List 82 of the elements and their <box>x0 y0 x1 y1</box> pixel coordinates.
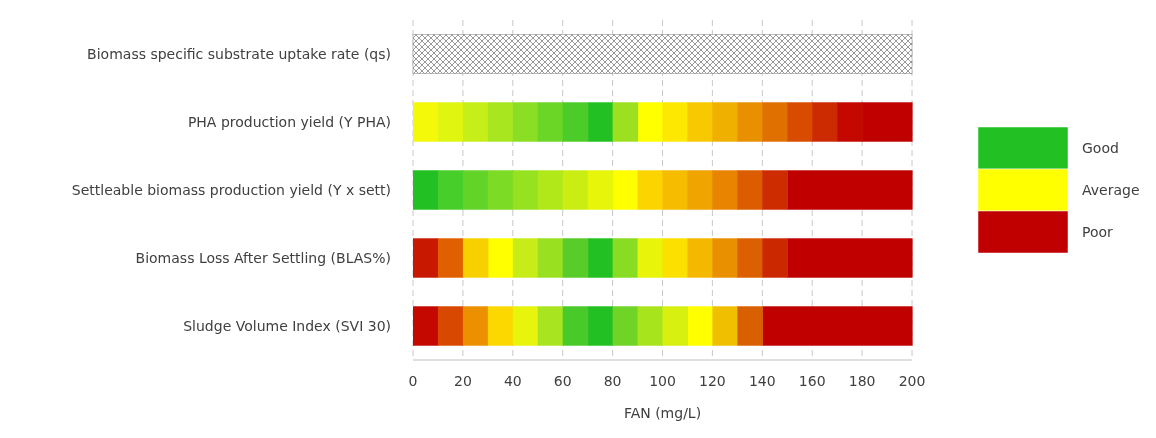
bar <box>462 238 489 278</box>
y-tick-label: Settleable biomass production yield (Y x sett) <box>71 181 391 198</box>
y-tick-label: Biomass specific substrate uptake rate (qs) <box>87 45 391 62</box>
x-tick-label: 80 <box>603 373 622 389</box>
bar <box>662 102 689 142</box>
bar <box>687 306 713 346</box>
bar <box>412 34 913 74</box>
bar <box>537 102 564 142</box>
bar <box>712 306 738 346</box>
x-tick-label: 0 <box>408 373 418 389</box>
bar <box>462 102 489 142</box>
bar <box>662 170 689 210</box>
x-tick-label: 60 <box>553 373 572 389</box>
bar <box>462 306 489 346</box>
bar <box>687 170 713 210</box>
x-tick-label: 160 <box>798 373 826 389</box>
y-tick-label: PHA production yield (Y PHA) <box>187 113 391 130</box>
bar <box>413 238 439 278</box>
bar <box>437 238 464 278</box>
bar <box>587 102 614 142</box>
bar <box>662 238 689 278</box>
bar <box>637 170 664 210</box>
bar <box>787 102 813 142</box>
bar <box>612 306 639 346</box>
text: Good <box>1082 139 1119 156</box>
x-tick-label: 100 <box>649 373 676 389</box>
bar <box>612 102 639 142</box>
bar <box>737 306 763 346</box>
bar <box>762 170 788 210</box>
bar <box>662 306 689 346</box>
bar <box>737 238 763 278</box>
bar <box>437 170 464 210</box>
bar <box>413 102 439 142</box>
x-tick-label: 200 <box>898 373 926 389</box>
bar <box>413 170 439 210</box>
bar <box>762 306 913 346</box>
bar <box>687 102 713 142</box>
y-tick-label: Sludge Volume Index (SVI 30) <box>183 317 391 334</box>
bar <box>812 102 838 142</box>
bar <box>487 238 514 278</box>
bar <box>712 170 738 210</box>
bar <box>612 170 639 210</box>
bar <box>562 238 589 278</box>
x-tick-label: 20 <box>453 373 472 389</box>
bar <box>612 238 639 278</box>
x-tick-label: 180 <box>848 373 876 389</box>
bar <box>487 306 514 346</box>
bar <box>762 102 788 142</box>
bar <box>512 238 539 278</box>
text: Average <box>1082 181 1140 198</box>
bar <box>637 306 664 346</box>
bar <box>437 102 464 142</box>
bar <box>537 170 564 210</box>
bar <box>562 170 589 210</box>
x-tick-label: 40 <box>503 373 522 389</box>
bar <box>587 238 614 278</box>
bar <box>787 170 913 210</box>
bar <box>562 102 589 142</box>
bar <box>587 306 614 346</box>
x-axis-title: FAN (mg/L) <box>623 405 702 421</box>
x-tick-label: 140 <box>748 373 776 389</box>
bar <box>712 102 738 142</box>
bar <box>787 238 913 278</box>
bar <box>512 102 539 142</box>
bar <box>762 238 788 278</box>
x-tick-label: 120 <box>699 373 726 389</box>
bar <box>637 102 664 142</box>
bar <box>637 238 664 278</box>
bar <box>537 238 564 278</box>
bar <box>462 170 489 210</box>
bar <box>512 306 539 346</box>
text: Poor <box>1082 223 1114 240</box>
bar <box>687 238 713 278</box>
bar <box>437 306 464 346</box>
bar <box>737 170 763 210</box>
bar <box>587 170 614 210</box>
bar <box>562 306 589 346</box>
bar <box>487 102 514 142</box>
bar <box>512 170 539 210</box>
bar <box>537 306 564 346</box>
bar <box>487 170 514 210</box>
y-tick-label: Biomass Loss After Settling (BLAS%) <box>135 249 391 266</box>
